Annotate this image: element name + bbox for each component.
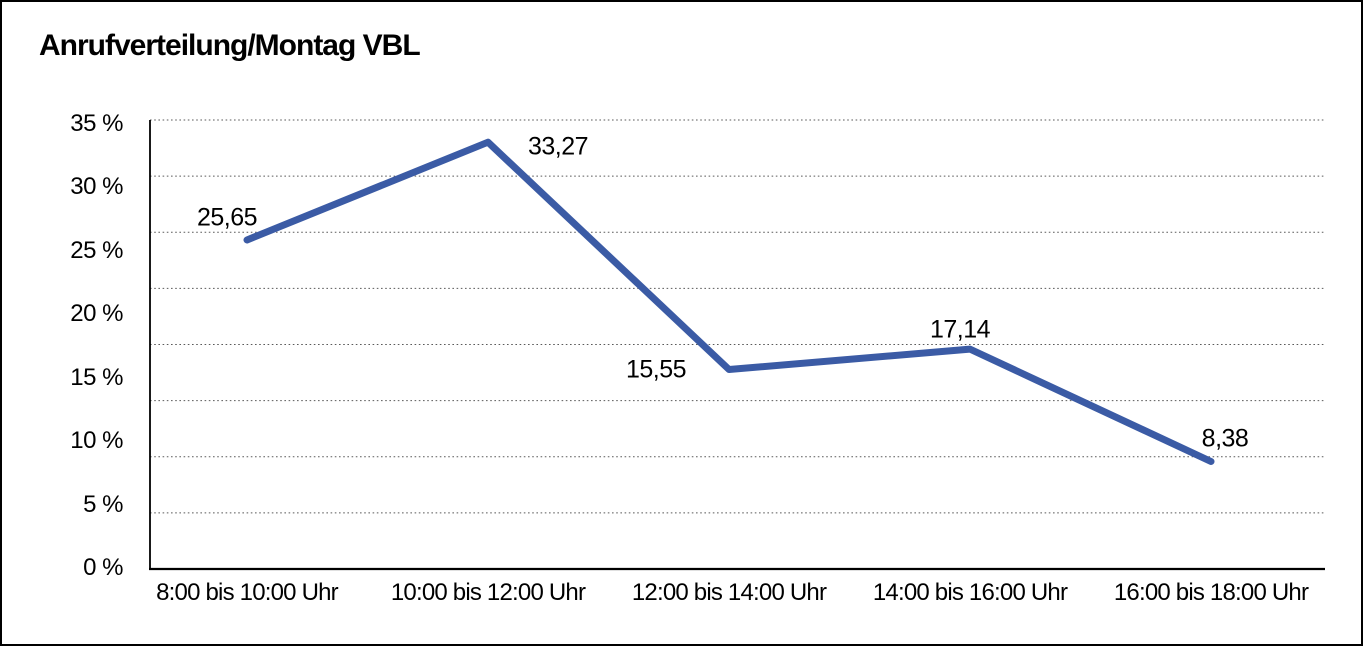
y-tick-label: 20 % (70, 300, 123, 328)
x-tick-label: 12:00 bis 14:00 Uhr (631, 579, 827, 606)
x-tick-label: 8:00 bis 10:00 Uhr (156, 579, 339, 606)
data-line (243, 138, 1215, 465)
data-point-label: 33,27 (527, 132, 589, 161)
data-point-label: 17,14 (929, 315, 991, 344)
data-point-label: 25,65 (196, 203, 258, 232)
y-tick-label: 5 % (83, 490, 123, 518)
x-tick-label: 10:00 bis 12:00 Uhr (390, 579, 586, 606)
x-tick-label: 16:00 bis 18:00 Uhr (1113, 579, 1309, 606)
y-tick-label: 25 % (70, 236, 123, 264)
chart-title: Anrufverteilung/Montag VBL (39, 29, 421, 62)
data-point-label: 8,38 (1201, 424, 1249, 453)
y-tick-label: 15 % (70, 363, 123, 391)
y-tick-label: 30 % (70, 173, 123, 201)
y-tick-label: 35 % (70, 109, 123, 137)
data-point-label: 15,55 (625, 355, 687, 384)
y-tick-label: 10 % (70, 427, 123, 455)
y-tick-label: 0 % (83, 554, 123, 581)
x-tick-label: 14:00 bis 16:00 Uhr (872, 579, 1068, 606)
